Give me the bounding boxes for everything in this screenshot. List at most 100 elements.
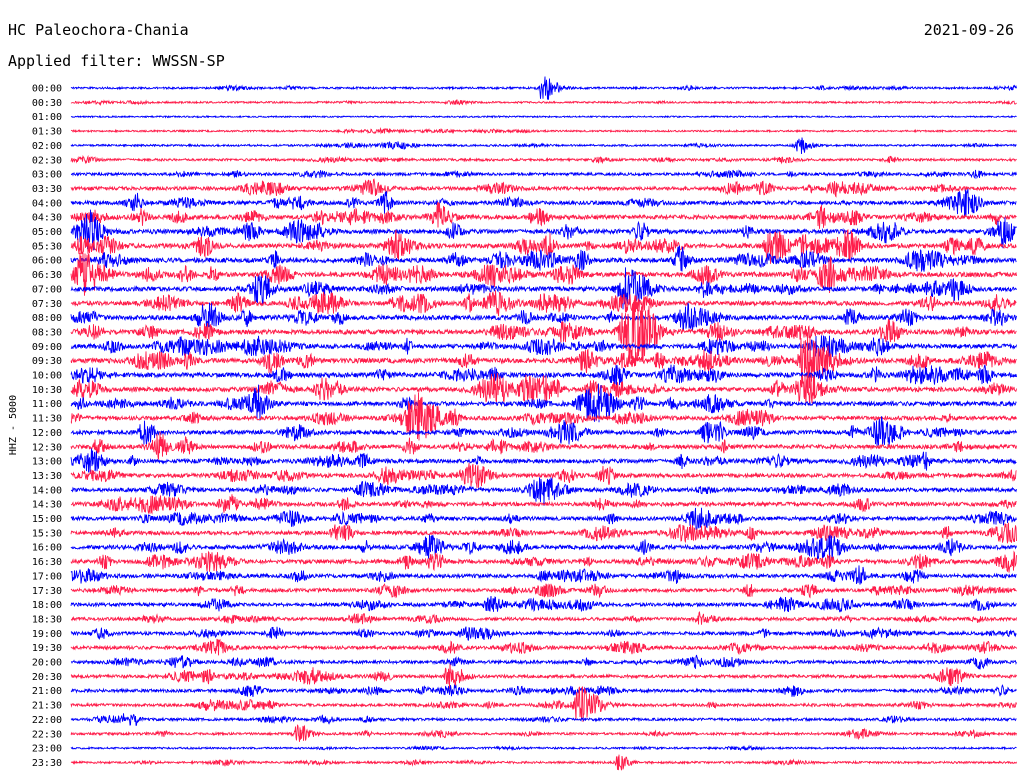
seismic-trace: [70, 626, 1017, 641]
time-label: 14:00: [32, 485, 62, 496]
time-label: 22:00: [32, 715, 62, 726]
seismic-trace: [70, 654, 1017, 670]
seismic-trace: [70, 494, 1017, 515]
time-label: 00:00: [32, 84, 62, 95]
time-label: 06:00: [32, 256, 62, 267]
time-label: 19:30: [32, 643, 62, 654]
seismic-trace: [70, 209, 1017, 251]
seismic-trace: [70, 534, 1017, 562]
seismic-trace: [70, 724, 1017, 742]
seismic-trace: [70, 744, 1017, 752]
station-title: HC Paleochora-Chania: [8, 21, 189, 39]
time-label: 06:30: [32, 270, 62, 281]
seismic-trace: [70, 371, 1017, 405]
time-label: 04:30: [32, 213, 62, 224]
seismic-trace: [70, 229, 1017, 264]
seismic-trace: [70, 754, 1017, 771]
seismic-trace: [70, 550, 1017, 573]
seismic-trace: [70, 610, 1017, 625]
time-label: 03:30: [32, 184, 62, 195]
time-label: 12:00: [32, 428, 62, 439]
seismic-trace: [70, 299, 1017, 364]
seismic-trace: [70, 684, 1017, 697]
seismic-trace: [70, 663, 1017, 689]
time-label: 17:00: [32, 571, 62, 582]
time-label: 04:00: [32, 198, 62, 209]
time-label: 02:00: [32, 141, 62, 152]
time-label: 17:30: [32, 586, 62, 597]
time-label: 14:30: [32, 500, 62, 511]
time-label: 21:30: [32, 701, 62, 712]
seismic-trace: [70, 596, 1017, 613]
seismic-trace: [70, 364, 1017, 387]
time-label: 11:30: [32, 414, 62, 425]
seismic-trace: [70, 383, 1017, 423]
time-label: 22:30: [32, 729, 62, 740]
seismic-trace: [70, 114, 1017, 119]
time-label: 09:30: [32, 356, 62, 367]
time-label: 12:30: [32, 442, 62, 453]
time-label: 02:30: [32, 155, 62, 166]
seismic-trace: [70, 507, 1017, 530]
time-label: 19:00: [32, 629, 62, 640]
seismic-trace: [70, 686, 1017, 723]
time-label: 18:00: [32, 600, 62, 611]
seismic-trace: [70, 565, 1017, 585]
seismic-trace: [70, 477, 1017, 506]
time-label: 11:00: [32, 399, 62, 410]
time-label: 13:00: [32, 457, 62, 468]
y-axis-label: HHZ - 5000: [8, 395, 19, 455]
time-label: 03:00: [32, 170, 62, 181]
time-label: 23:00: [32, 744, 62, 755]
time-label: 13:30: [32, 471, 62, 482]
seismic-trace: [70, 522, 1017, 544]
time-label: 20:30: [32, 672, 62, 683]
seismic-trace: [70, 127, 1017, 135]
seismic-trace: [70, 463, 1017, 488]
time-label: 10:00: [32, 371, 62, 382]
seismic-trace: [70, 154, 1017, 165]
time-label: 05:00: [32, 227, 62, 238]
time-label: 15:30: [32, 528, 62, 539]
seismic-trace: [70, 713, 1017, 726]
time-label: 10:30: [32, 385, 62, 396]
seismic-trace: [70, 392, 1017, 441]
seismic-trace: [70, 416, 1017, 447]
seismic-trace: [70, 638, 1017, 656]
seismic-trace: [70, 76, 1017, 100]
time-label: 16:00: [32, 543, 62, 554]
time-label: 09:00: [32, 342, 62, 353]
time-label: 16:30: [32, 557, 62, 568]
seismic-trace: [70, 583, 1017, 599]
seismic-trace: [70, 431, 1017, 460]
seismic-trace: [70, 335, 1017, 357]
seismic-trace: [70, 252, 1017, 296]
seismic-trace: [70, 137, 1017, 154]
seismic-trace: [70, 267, 1017, 310]
seismic-trace: [70, 169, 1017, 180]
seismic-trace: [70, 290, 1017, 317]
time-label: 18:30: [32, 614, 62, 625]
time-label: 05:30: [32, 241, 62, 252]
seismic-trace: [70, 99, 1017, 107]
time-label: 21:00: [32, 686, 62, 697]
time-label: 00:30: [32, 98, 62, 109]
time-label: 20:00: [32, 658, 62, 669]
time-label: 07:30: [32, 299, 62, 310]
filter-label: Applied filter: WWSSN-SP: [8, 52, 225, 70]
time-label: 07:00: [32, 284, 62, 295]
seismic-trace: [70, 178, 1017, 198]
time-label: 23:30: [32, 758, 62, 769]
time-label: 08:30: [32, 327, 62, 338]
seismic-trace: [70, 334, 1017, 389]
seismic-trace: [70, 245, 1017, 272]
seismic-trace: [70, 188, 1017, 217]
plot-date: 2021-09-26: [923, 21, 1014, 39]
time-label: 01:30: [32, 127, 62, 138]
seismic-trace: [70, 448, 1017, 473]
time-label: 01:00: [32, 112, 62, 123]
seismic-trace: [70, 202, 1017, 229]
time-label: 08:00: [32, 313, 62, 324]
time-label: 15:00: [32, 514, 62, 525]
